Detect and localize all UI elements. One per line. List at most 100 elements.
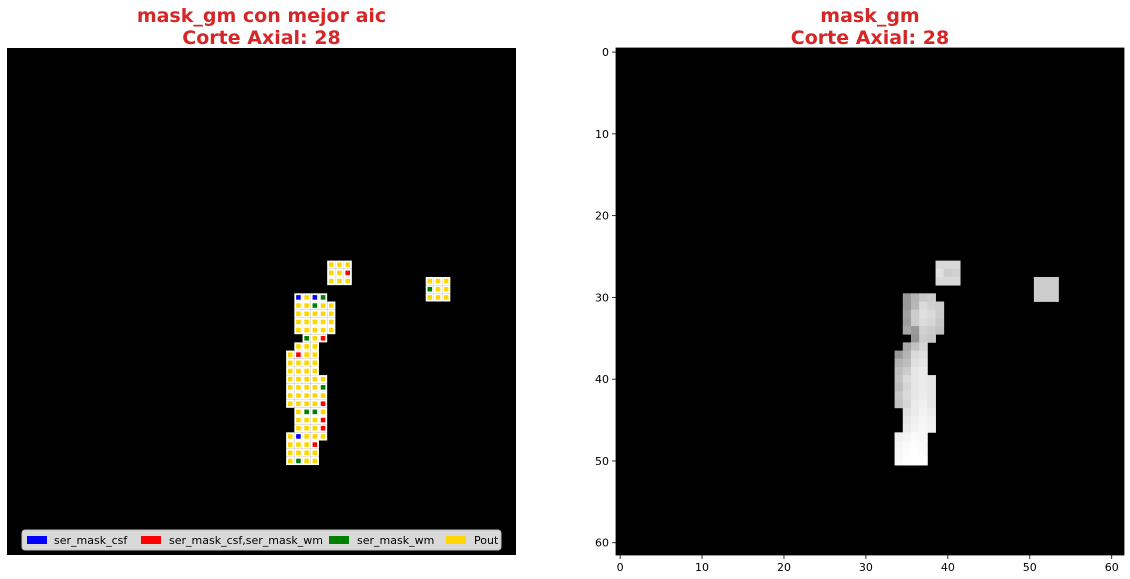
voxel-class-marker bbox=[304, 368, 309, 374]
y-tick-label: 20 bbox=[595, 210, 609, 223]
voxel-class-marker bbox=[296, 303, 301, 308]
y-tick-label: 10 bbox=[595, 128, 609, 141]
intensity-cell bbox=[951, 276, 961, 286]
voxel-class-marker bbox=[304, 295, 309, 300]
intensity-cell bbox=[902, 432, 912, 441]
voxel-class-marker bbox=[287, 352, 293, 357]
left-heatmap-panel bbox=[7, 48, 516, 555]
voxel-class-marker bbox=[304, 442, 309, 447]
legend: ser_mask_csf ser_mask_csf,ser_mask_wm ser_… bbox=[21, 529, 502, 551]
intensity-cell bbox=[902, 366, 912, 376]
intensity-cell bbox=[935, 326, 945, 335]
intensity-cell bbox=[919, 350, 928, 360]
voxel-class-marker bbox=[296, 442, 301, 447]
intensity-cell bbox=[910, 432, 920, 441]
voxel-class-marker bbox=[304, 327, 309, 333]
intensity-cell bbox=[927, 326, 936, 335]
intensity-cell bbox=[902, 440, 912, 450]
voxel-class-marker bbox=[312, 385, 318, 390]
intensity-cell bbox=[927, 301, 936, 311]
voxel-class-marker bbox=[312, 344, 318, 349]
intensity-cell bbox=[902, 317, 912, 327]
voxel-class-marker bbox=[320, 327, 326, 333]
voxel-class-marker bbox=[296, 368, 301, 374]
left-panel-title: mask_gm con mejor aic Corte Axial: 28 bbox=[7, 5, 516, 49]
intensity-cell bbox=[910, 456, 920, 466]
voxel-class-marker bbox=[427, 278, 433, 284]
voxel-class-marker bbox=[296, 417, 301, 423]
right-panel-title: mask_gm Corte Axial: 28 bbox=[616, 5, 1124, 49]
intensity-cell bbox=[902, 309, 912, 319]
intensity-cell bbox=[902, 293, 912, 302]
intensity-cell bbox=[902, 326, 912, 335]
voxel-class-marker bbox=[312, 409, 318, 415]
intensity-cell bbox=[902, 301, 912, 311]
voxel-class-marker bbox=[435, 278, 441, 284]
right-title-line2: Corte Axial: 28 bbox=[790, 27, 950, 49]
voxel-class-marker bbox=[304, 352, 309, 357]
intensity-cell bbox=[1042, 276, 1051, 286]
intensity-cell bbox=[902, 350, 912, 360]
intensity-cell bbox=[894, 456, 904, 466]
right-heatmap-panel bbox=[616, 48, 1124, 555]
x-tick-label: 10 bbox=[695, 561, 709, 574]
voxel-class-marker bbox=[328, 262, 334, 267]
intensity-cell bbox=[910, 440, 920, 450]
voxel-class-marker bbox=[345, 270, 351, 276]
voxel-class-marker bbox=[296, 360, 301, 366]
voxel-class-marker bbox=[320, 393, 326, 398]
voxel-class-marker bbox=[345, 262, 351, 267]
intensity-cell bbox=[1033, 285, 1043, 294]
voxel-class-marker bbox=[304, 311, 309, 317]
intensity-cell bbox=[919, 375, 928, 384]
intensity-cell bbox=[902, 342, 912, 351]
voxel-class-marker bbox=[312, 336, 318, 341]
intensity-cell bbox=[919, 432, 928, 441]
voxel-class-marker bbox=[337, 278, 342, 284]
intensity-cell bbox=[919, 293, 928, 302]
y-tick-label: 50 bbox=[595, 455, 609, 468]
voxel-class-marker bbox=[312, 417, 318, 423]
voxel-class-marker bbox=[287, 458, 293, 464]
voxel-class-marker bbox=[296, 327, 301, 333]
voxel-class-marker bbox=[287, 434, 293, 439]
intensity-cell bbox=[935, 317, 945, 327]
voxel-class-marker bbox=[312, 425, 318, 431]
intensity-cell bbox=[927, 391, 936, 401]
x-tick-label: 0 bbox=[617, 561, 624, 574]
intensity-cell bbox=[919, 424, 928, 433]
intensity-cell bbox=[894, 399, 904, 409]
intensity-cell bbox=[927, 309, 936, 319]
voxel-class-marker bbox=[304, 319, 309, 325]
intensity-cell bbox=[919, 309, 928, 319]
intensity-cell bbox=[910, 317, 920, 327]
voxel-class-marker bbox=[287, 376, 293, 382]
voxel-class-marker bbox=[296, 458, 301, 464]
voxel-class-marker bbox=[296, 376, 301, 382]
voxel-class-marker bbox=[328, 270, 334, 276]
intensity-cell bbox=[935, 260, 945, 270]
intensity-cell bbox=[927, 399, 936, 409]
voxel-class-marker bbox=[304, 434, 309, 439]
voxel-class-marker bbox=[296, 434, 301, 439]
voxel-class-marker bbox=[304, 417, 309, 423]
intensity-cell bbox=[951, 268, 961, 278]
voxel-class-marker bbox=[337, 270, 342, 276]
y-tick-label: 30 bbox=[595, 291, 609, 304]
x-tick-label: 40 bbox=[941, 561, 955, 574]
intensity-cell bbox=[927, 375, 936, 384]
intensity-cell bbox=[1042, 293, 1051, 302]
voxel-class-marker bbox=[320, 401, 326, 407]
voxel-class-marker bbox=[296, 401, 301, 407]
voxel-class-marker bbox=[435, 295, 441, 300]
voxel-class-marker bbox=[304, 393, 309, 398]
voxel-class-marker bbox=[296, 295, 301, 300]
voxel-class-marker bbox=[312, 360, 318, 366]
right-axes: 0 10 20 30 40 50 60 0 10 20 30 40 50 60 bbox=[595, 46, 1125, 574]
voxel-class-marker bbox=[312, 401, 318, 407]
voxel-class-marker bbox=[427, 286, 433, 292]
intensity-cell bbox=[935, 301, 945, 311]
legend-label: ser_mask_csf,ser_mask_wm bbox=[169, 534, 323, 547]
intensity-cell bbox=[935, 309, 945, 319]
voxel-class-marker bbox=[312, 393, 318, 398]
